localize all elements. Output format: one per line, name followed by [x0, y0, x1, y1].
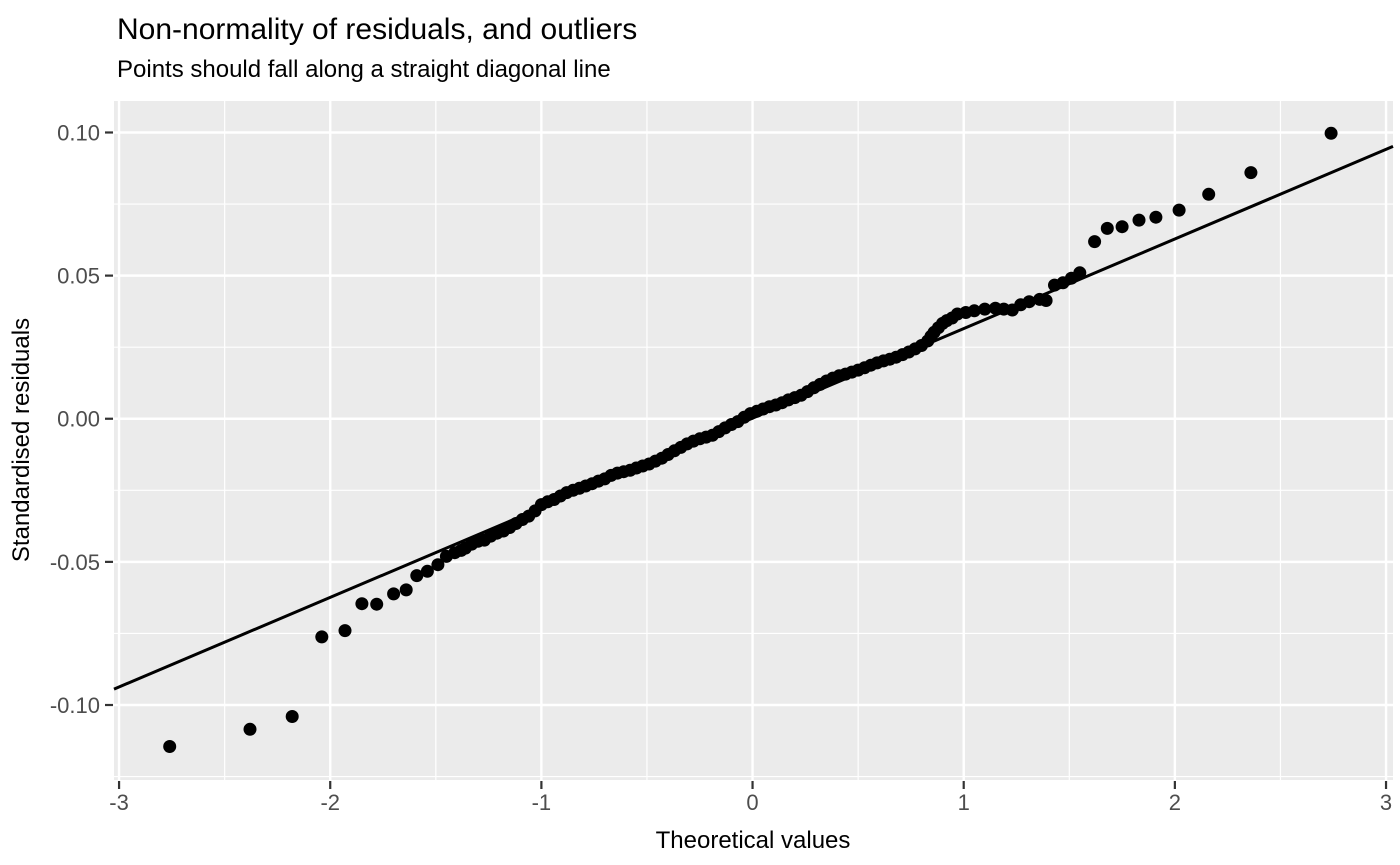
data-point: [1132, 213, 1146, 227]
x-tick-label: 2: [1169, 790, 1181, 815]
x-tick-label: -2: [320, 790, 340, 815]
data-point: [1022, 295, 1036, 309]
data-point: [355, 597, 369, 611]
data-point: [420, 564, 434, 578]
y-tick-label: 0.00: [57, 407, 100, 432]
x-tick-label: 0: [746, 790, 758, 815]
data-point: [315, 630, 329, 644]
data-point: [1172, 203, 1186, 217]
data-point: [1202, 187, 1216, 201]
data-point: [1039, 294, 1053, 307]
data-point: [431, 558, 445, 572]
x-tick-label: 3: [1380, 790, 1392, 815]
y-tick-label: 0.10: [57, 120, 100, 145]
x-axis-title: Theoretical values: [655, 827, 851, 854]
data-point: [410, 569, 424, 583]
y-tick-label: 0.05: [57, 264, 100, 289]
data-point: [1073, 266, 1087, 280]
data-point: [978, 302, 992, 316]
data-point: [1088, 235, 1102, 249]
data-point: [399, 583, 413, 597]
data-point: [243, 722, 257, 736]
data-point: [370, 597, 384, 611]
chart-subtitle: Points should fall along a straight diag…: [117, 56, 611, 83]
x-tick-label: 1: [958, 790, 970, 815]
data-point: [387, 587, 401, 601]
data-point: [1100, 221, 1114, 235]
data-point: [1244, 166, 1258, 180]
x-tick-label: -3: [109, 790, 129, 815]
data-point: [163, 740, 177, 753]
data-point: [285, 710, 299, 723]
data-point: [1324, 126, 1338, 140]
data-point: [1115, 220, 1129, 234]
data-point: [1149, 210, 1163, 224]
chart-title: Non-normality of residuals, and outliers: [117, 13, 638, 46]
y-tick-label: -0.05: [50, 550, 100, 575]
data-point: [338, 624, 352, 638]
y-tick-label: -0.10: [50, 693, 100, 718]
x-tick-label: -1: [532, 790, 552, 815]
data-point: [967, 304, 981, 318]
